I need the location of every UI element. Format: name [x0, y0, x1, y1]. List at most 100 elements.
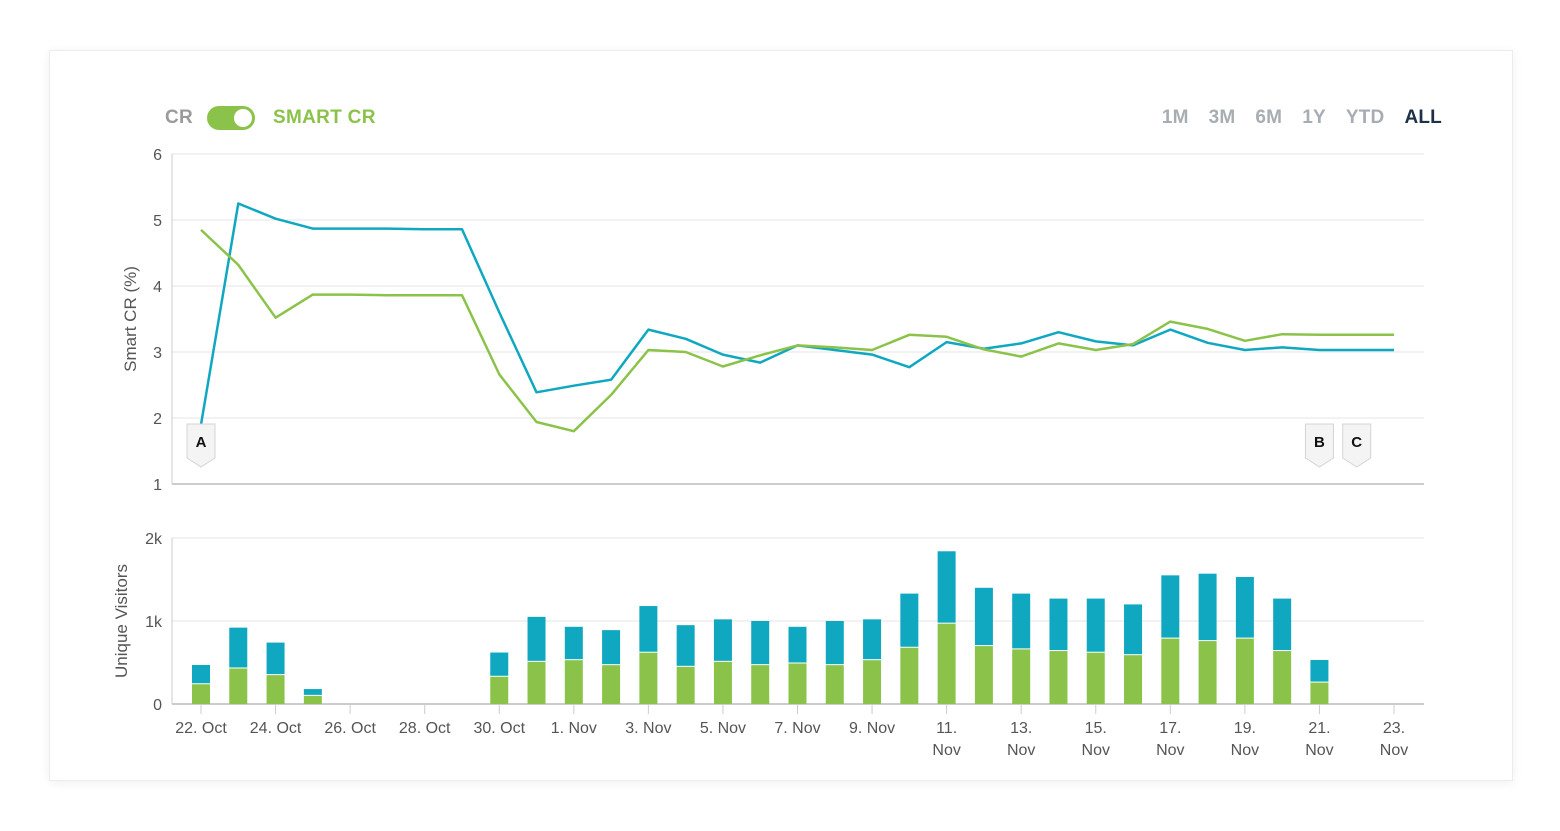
bar-segment-lower [1235, 638, 1254, 704]
smart-cr-label[interactable]: SMART CR [273, 107, 376, 128]
bar-segment-lower [1012, 649, 1031, 704]
bar-segment-upper [266, 642, 285, 675]
y-tick-label: 4 [153, 279, 162, 296]
bar-segment-upper [192, 664, 210, 684]
bar-segment-upper [229, 627, 248, 668]
y2-axis-title: Unique Visitors [112, 564, 131, 678]
range-button-3m[interactable]: 3M [1208, 107, 1236, 128]
bar-segment-upper [1161, 575, 1180, 638]
bar-segment-upper [676, 625, 695, 666]
bar-segment-lower [564, 660, 583, 704]
flag-c: C [1342, 423, 1372, 468]
range-button-1m[interactable]: 1M [1161, 107, 1189, 128]
bar-segment-upper [713, 619, 732, 661]
flag-label: A [196, 434, 207, 451]
y2-tick-label: 0 [153, 697, 162, 714]
bar-segment-upper [1012, 593, 1031, 649]
bar-segment-upper [1310, 660, 1329, 682]
line-series-1 [199, 202, 1394, 425]
bar-segment-lower [900, 647, 919, 704]
bar-segment-lower [1086, 652, 1105, 704]
y-tick-label: 3 [153, 345, 162, 362]
y-tick-label: 6 [153, 147, 162, 164]
x-tick-label: 11. Nov [932, 720, 960, 759]
bar-segment-lower [266, 675, 285, 704]
range-button-1y[interactable]: 1Y [1302, 107, 1326, 128]
bar-segment-lower [825, 665, 844, 704]
flag-label: C [1351, 434, 1362, 451]
bar-segment-upper [751, 621, 770, 665]
range-button-6m[interactable]: 6M [1255, 107, 1283, 128]
x-tick-label: 15. Nov [1082, 720, 1110, 759]
cr-toggle-group: CR SMART CR [165, 104, 376, 132]
bar-segment-upper [639, 606, 658, 652]
bar-segment-lower [974, 646, 993, 704]
bar-segment-lower [863, 660, 882, 704]
bar-segment-lower [1198, 641, 1217, 704]
flag-label: B [1314, 434, 1325, 451]
bar-segment-lower [1310, 682, 1329, 704]
flag-b: B [1304, 423, 1334, 468]
bar-segment-lower [713, 661, 732, 704]
bar-segment-lower [1273, 651, 1292, 704]
bar-segment-lower [192, 684, 210, 704]
cr-label[interactable]: CR [165, 107, 194, 128]
bar-segment-upper [937, 551, 956, 623]
bar-segment-upper [1235, 577, 1254, 638]
x-tick-label: 21. Nov [1305, 720, 1333, 759]
bar-segment-lower [937, 623, 956, 704]
y2-tick-label: 2k [145, 531, 163, 548]
line-series-2 [200, 228, 1394, 433]
range-button-ytd[interactable]: YTD [1345, 107, 1385, 128]
bar-segment-upper [900, 593, 919, 647]
bar-segment-lower [751, 665, 770, 704]
x-tick-label: 9. Nov [849, 720, 895, 737]
cr-smart-cr-toggle-switch[interactable] [207, 106, 256, 130]
x-tick-label: 26. Oct [324, 720, 376, 737]
bar-segment-upper [1049, 598, 1068, 651]
bar-segment-upper [1273, 598, 1292, 651]
y-tick-label: 5 [153, 213, 162, 230]
x-tick-label: 19. Nov [1231, 720, 1259, 759]
bar-segment-upper [1124, 604, 1143, 655]
bar-segment-lower [676, 666, 695, 704]
bar-segment-lower [1161, 638, 1180, 704]
bar-segment-lower [303, 695, 322, 704]
range-selector: 1M 3M 6M 1Y YTD ALL [1142, 104, 1442, 132]
bar-segment-upper [974, 587, 993, 646]
x-tick-label: 5. Nov [700, 720, 746, 737]
bar-segment-upper [863, 619, 882, 660]
range-button-all[interactable]: ALL [1404, 107, 1442, 128]
bar-segment-upper [564, 626, 583, 660]
toggle-knob [234, 109, 253, 127]
bar-segment-lower [490, 676, 509, 704]
y-tick-label: 1 [153, 477, 162, 494]
chart-card [49, 50, 1513, 781]
bar-segment-upper [1086, 598, 1105, 652]
bar-segment-lower [1049, 651, 1068, 704]
x-tick-label: 7. Nov [774, 720, 820, 737]
x-tick-label: 3. Nov [625, 720, 671, 737]
bar-segment-upper [602, 630, 621, 665]
bar-segment-upper [527, 616, 546, 661]
x-tick-label: 1. Nov [551, 720, 597, 737]
x-tick-label: 28. Oct [399, 720, 451, 737]
bar-segment-lower [602, 665, 621, 704]
bar-segment-lower [527, 661, 546, 704]
flag-shape [1342, 423, 1372, 468]
x-tick-label: 22. Oct [175, 720, 227, 737]
x-tick-label: 30. Oct [473, 720, 525, 737]
bar-segment-upper [303, 689, 322, 695]
bar-segment-upper [1198, 573, 1217, 641]
x-tick-label: 24. Oct [250, 720, 302, 737]
x-tick-label: 17. Nov [1156, 720, 1184, 759]
flag-shape [1304, 423, 1334, 468]
bar-segment-lower [229, 668, 248, 704]
bar-segment-upper [788, 626, 807, 663]
x-tick-label: 13. Nov [1007, 720, 1035, 759]
y-axis-title: Smart CR (%) [121, 266, 140, 372]
y-tick-label: 2 [153, 411, 162, 428]
y2-tick-label: 1k [145, 614, 163, 631]
bar-segment-upper [825, 621, 844, 665]
